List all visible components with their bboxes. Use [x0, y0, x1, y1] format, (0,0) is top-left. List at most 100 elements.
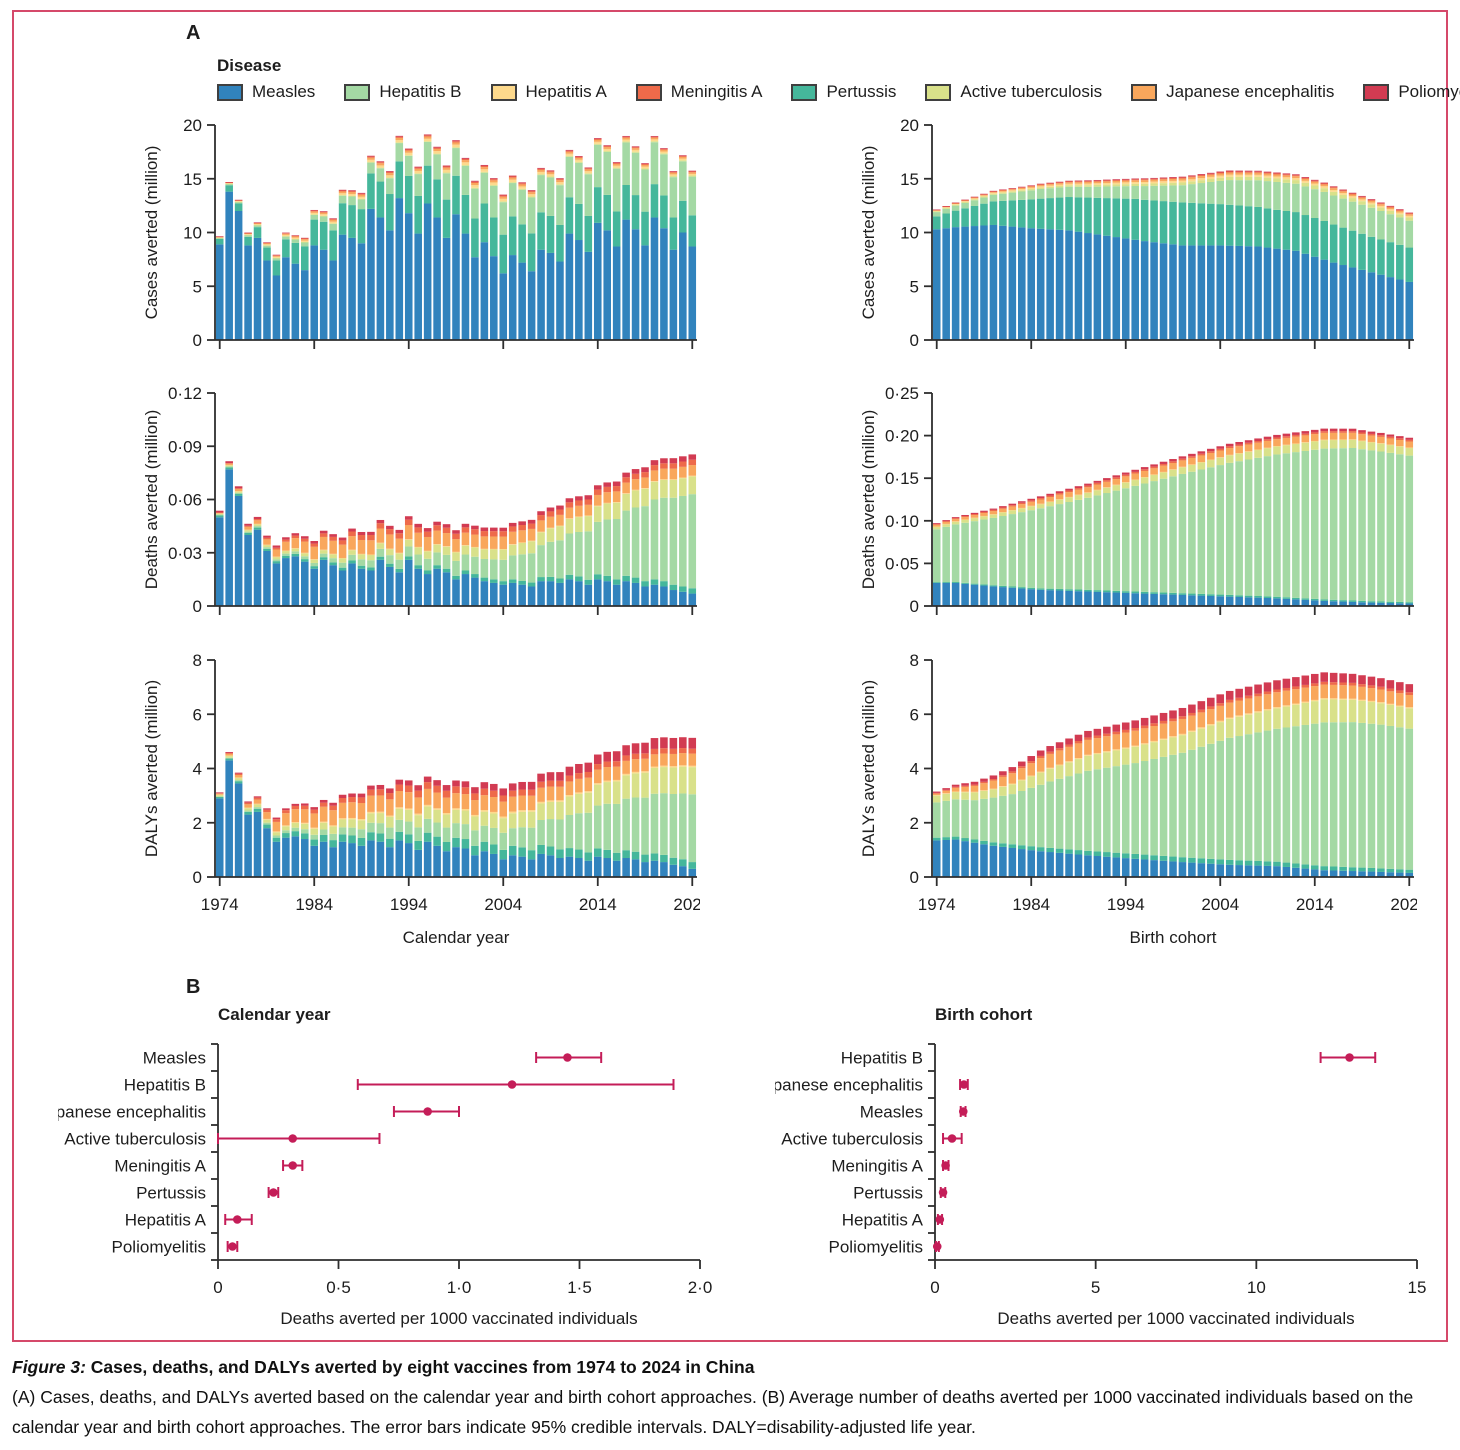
svg-text:Birth cohort: Birth cohort [1130, 928, 1217, 947]
svg-text:10: 10 [900, 224, 919, 243]
svg-text:0: 0 [213, 1278, 222, 1297]
legend-swatch-icon [1363, 83, 1390, 101]
rate-cohort-plot: 0 5 10 15 Deaths averted per 1000 vaccinated… [755, 1043, 1427, 1328]
svg-text:0·15: 0·15 [885, 469, 919, 488]
legend-item: Poliomyelitis [1363, 82, 1460, 102]
svg-text:1·5: 1·5 [567, 1278, 592, 1297]
svg-text:2014: 2014 [579, 895, 617, 914]
svg-text:1·0: 1·0 [447, 1278, 472, 1297]
caption-heading: Figure 3: Cases, deaths, and DALYs avert… [12, 1352, 1452, 1382]
svg-text:Poliomyelitis: Poliomyelitis [829, 1238, 923, 1257]
legend-swatch-icon [791, 83, 818, 101]
chart-dalys-averted-birth-cohort: 0 2 4 6 8 1974 1984 1994 2004 2014 2024 Birth cohor… [847, 650, 1428, 964]
svg-text:Deaths averted (million): Deaths averted (million) [142, 410, 161, 590]
svg-text:0·09: 0·09 [168, 437, 202, 456]
svg-text:6: 6 [193, 705, 202, 724]
svg-text:15: 15 [1408, 1278, 1427, 1297]
svg-text:0: 0 [930, 1278, 939, 1297]
svg-text:2004: 2004 [484, 895, 522, 914]
svg-text:5: 5 [193, 277, 202, 296]
legend-item: Pertussis [791, 82, 896, 102]
caption-body: (A) Cases, deaths, and DALYs averted bas… [12, 1387, 1414, 1437]
svg-text:20: 20 [183, 116, 202, 135]
svg-text:Active tuberculosis: Active tuberculosis [64, 1130, 206, 1149]
svg-text:0·10: 0·10 [885, 512, 919, 531]
svg-text:Hepatitis A: Hepatitis A [125, 1211, 207, 1230]
disease-legend: Measles Hepatitis B Hepatitis A Meningitis … [217, 82, 1460, 102]
svg-text:Hepatitis B: Hepatitis B [124, 1076, 206, 1095]
svg-text:1994: 1994 [390, 895, 428, 914]
deaths-calendar-plot: 0 0·03 0·06 0·09 0·12 Deaths averted (million… [142, 384, 697, 616]
svg-text:Pertussis: Pertussis [136, 1184, 206, 1203]
dotplot-deaths-rate-birth-cohort: 0 5 10 15 Deaths averted per 1000 vaccinated… [755, 1032, 1437, 1349]
legend-item: Meningitis A [635, 82, 762, 102]
svg-text:Measles: Measles [143, 1049, 206, 1068]
svg-text:2: 2 [193, 814, 202, 833]
legend-label: Poliomyelitis [1398, 82, 1460, 101]
svg-text:2·0: 2·0 [688, 1278, 713, 1297]
chart-deaths-averted-birth-cohort: 0 0·05 0·10 0·15 0·20 0·25 Deaths averted (mil… [847, 383, 1417, 627]
svg-text:0: 0 [193, 331, 202, 350]
svg-text:Japanese encephalitis: Japanese encephalitis [58, 1103, 206, 1122]
cases-cohort-plot: 0 5 10 15 20 Cases averted (million) [859, 116, 1414, 350]
dotplot-calendar-title: Calendar year [218, 1005, 331, 1024]
caption-figure-label: Figure 3: [12, 1357, 86, 1377]
svg-text:0·5: 0·5 [326, 1278, 351, 1297]
svg-text:1994: 1994 [1107, 895, 1145, 914]
svg-text:Pertussis: Pertussis [853, 1184, 923, 1203]
svg-text:0·05: 0·05 [885, 554, 919, 573]
legend-item: Japanese encephalitis [1131, 82, 1334, 102]
svg-text:10: 10 [183, 224, 202, 243]
svg-text:0: 0 [193, 597, 202, 616]
legend-swatch-icon [344, 83, 371, 101]
svg-text:2014: 2014 [1296, 895, 1334, 914]
cases-calendar-plot: 0 5 10 15 20 Cases averted (million) [142, 116, 697, 350]
svg-text:0: 0 [193, 868, 202, 887]
svg-text:Calendar year: Calendar year [403, 928, 510, 947]
chart-dalys-averted-calendar-year: 0 2 4 6 8 1974 1984 1994 2004 2014 2024 Calendar ye… [130, 650, 711, 964]
svg-text:5: 5 [1091, 1278, 1100, 1297]
legend-item: Measles [217, 82, 315, 102]
svg-text:2024: 2024 [1390, 895, 1417, 914]
svg-text:0·25: 0·25 [885, 384, 919, 403]
legend-label: Japanese encephalitis [1166, 82, 1335, 101]
svg-text:Hepatitis A: Hepatitis A [842, 1211, 924, 1230]
legend-swatch-icon [490, 83, 517, 101]
svg-text:15: 15 [183, 170, 202, 189]
svg-text:Japanese encephalitis: Japanese encephalitis [775, 1076, 923, 1095]
svg-text:1974: 1974 [918, 895, 956, 914]
rate-calendar-plot: 0 0·5 1·0 1·5 2·0 Deaths averted per 1000 vac… [38, 1043, 713, 1328]
svg-text:Measles: Measles [860, 1103, 923, 1122]
svg-text:2024: 2024 [673, 895, 700, 914]
svg-text:20: 20 [900, 116, 919, 135]
svg-text:0·03: 0·03 [168, 544, 202, 563]
chart-cases-averted-calendar-year: 0 5 10 15 20 Cases averted (million) [130, 115, 700, 361]
caption-figure-title: Cases, deaths, and DALYs averted by eigh… [90, 1357, 755, 1377]
legend-label: Active tuberculosis [960, 82, 1103, 101]
legend-label: Measles [252, 82, 316, 101]
svg-text:Meningitis A: Meningitis A [831, 1157, 923, 1176]
svg-text:0·06: 0·06 [168, 491, 202, 510]
chart-deaths-averted-calendar-year: 0 0·03 0·06 0·09 0·12 Deaths averted (million… [130, 383, 700, 627]
legend-swatch-icon [925, 83, 952, 101]
svg-text:Deaths averted per 1000 vaccin: Deaths averted per 1000 vaccinated indiv… [997, 1309, 1354, 1328]
svg-text:0: 0 [910, 597, 919, 616]
svg-text:4: 4 [193, 760, 202, 779]
svg-text:1984: 1984 [295, 895, 333, 914]
deaths-cohort-plot: 0 0·05 0·10 0·15 0·20 0·25 Deaths averted (mil… [859, 384, 1414, 616]
svg-text:Cases averted (million): Cases averted (million) [142, 146, 161, 320]
panel-a-label: A [186, 22, 201, 44]
legend-label: Hepatitis B [379, 82, 462, 101]
svg-text:6: 6 [910, 705, 919, 724]
legend-item: Active tuberculosis [925, 82, 1102, 102]
svg-text:2004: 2004 [1201, 895, 1239, 914]
svg-text:Hepatitis B: Hepatitis B [841, 1049, 923, 1068]
svg-text:Poliomyelitis: Poliomyelitis [112, 1238, 206, 1257]
svg-text:8: 8 [193, 651, 202, 670]
legend-label: Hepatitis A [525, 82, 607, 101]
chart-cases-averted-birth-cohort: 0 5 10 15 20 Cases averted (million) [847, 115, 1417, 361]
svg-text:Deaths averted (million): Deaths averted (million) [859, 410, 878, 590]
svg-text:DALYs averted (million): DALYs averted (million) [859, 680, 878, 857]
svg-text:4: 4 [910, 760, 919, 779]
